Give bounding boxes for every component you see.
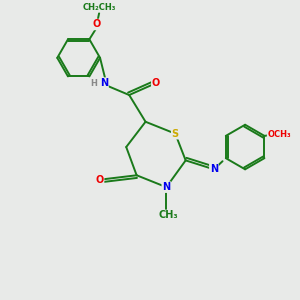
Text: O: O [93, 20, 101, 29]
Text: N: N [162, 182, 170, 192]
Text: OCH₃: OCH₃ [268, 130, 291, 139]
Text: N: N [100, 78, 108, 88]
Text: CH₃: CH₃ [158, 210, 178, 220]
Text: O: O [95, 175, 104, 185]
Text: N: N [210, 164, 218, 174]
Text: S: S [172, 129, 179, 139]
Text: CH₂CH₃: CH₂CH₃ [83, 3, 116, 12]
Text: O: O [152, 78, 160, 88]
Text: H: H [90, 79, 97, 88]
